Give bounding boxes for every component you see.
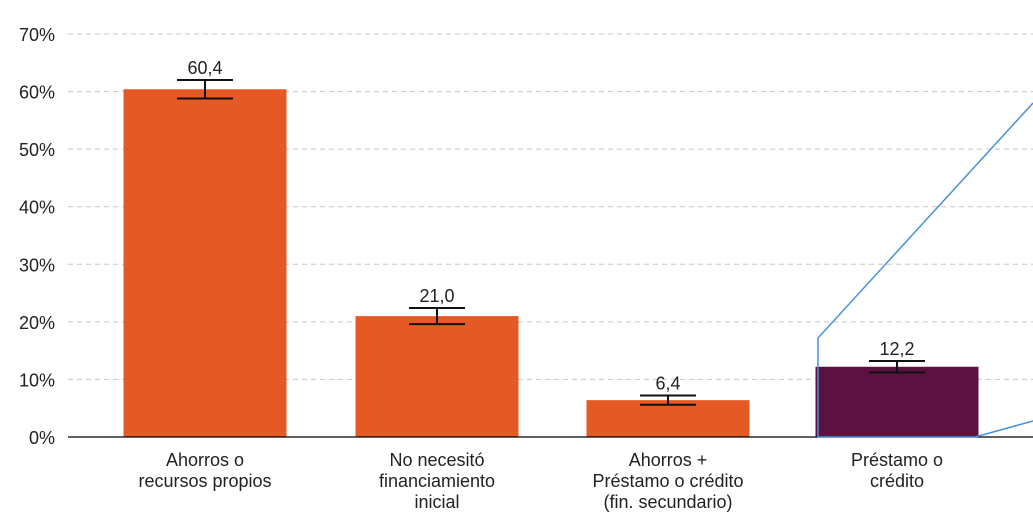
category-labels: Ahorros o recursos propios No necesitó fina… <box>138 450 943 512</box>
error-bar <box>177 79 233 100</box>
y-tick-label: 10% <box>19 370 55 390</box>
category-label-line: Préstamo o <box>851 450 943 470</box>
bar <box>815 366 979 437</box>
bar <box>355 316 519 437</box>
category-label: Ahorros + Préstamo o crédito (fin. secunda… <box>592 450 743 512</box>
y-tick-label: 40% <box>19 198 55 218</box>
data-labels: 60,4 21,0 6,4 12,2 <box>187 58 914 393</box>
y-tick-label: 30% <box>19 255 55 275</box>
callout-outline <box>817 102 1033 438</box>
category-label-line: crédito <box>870 471 924 491</box>
bar <box>123 89 287 438</box>
error-bar <box>409 307 465 326</box>
y-tick-label: 0% <box>29 428 55 448</box>
error-bar <box>869 360 925 374</box>
bar <box>586 400 750 437</box>
error-bars <box>177 79 925 406</box>
bar-value-label: 21,0 <box>419 286 454 306</box>
bar-value-label: 12,2 <box>879 339 914 359</box>
category-label: Préstamo o crédito <box>851 450 943 491</box>
category-label-line: Ahorros + <box>629 450 708 470</box>
category-label-line: financiamiento <box>379 471 495 491</box>
category-label: No necesitó financiamiento inicial <box>379 450 495 512</box>
y-tick-label: 70% <box>19 25 55 45</box>
error-bar <box>640 394 696 406</box>
category-label-line: inicial <box>414 492 459 512</box>
category-label: Ahorros o recursos propios <box>138 450 271 491</box>
y-tick-label: 50% <box>19 140 55 160</box>
category-label-line: recursos propios <box>138 471 271 491</box>
category-label-line: Préstamo o crédito <box>592 471 743 491</box>
y-tick-label: 20% <box>19 313 55 333</box>
y-tick-label: 60% <box>19 83 55 103</box>
bar-value-label: 6,4 <box>655 374 680 394</box>
category-label-line: No necesitó <box>389 450 484 470</box>
bar-value-label: 60,4 <box>187 58 222 78</box>
category-label-line: (fin. secundario) <box>603 492 732 512</box>
category-label-line: Ahorros o <box>166 450 244 470</box>
y-axis-ticks: 0% 10% 20% 30% 40% 50% 60% 70% <box>19 25 55 448</box>
bars <box>123 89 979 438</box>
